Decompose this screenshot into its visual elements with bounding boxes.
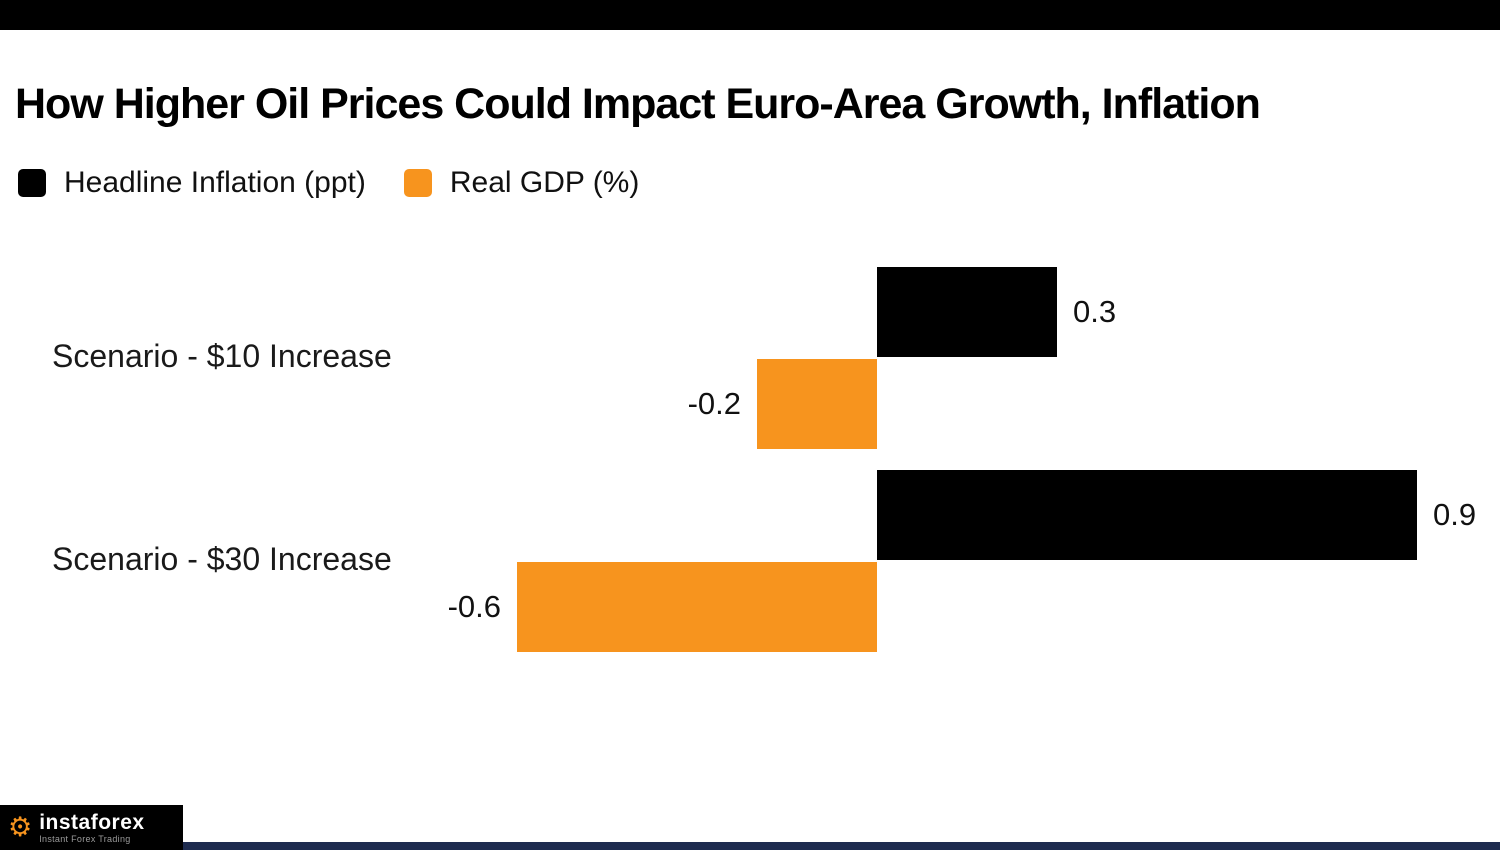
legend-label: Real GDP (%) bbox=[449, 166, 640, 199]
page-title: How Higher Oil Prices Could Impact Euro-… bbox=[15, 80, 1261, 128]
inflation-swatch-icon bbox=[18, 169, 46, 197]
instaforex-logo: ⚙ instaforex Instant Forex Trading bbox=[0, 805, 183, 850]
brand-tagline: Instant Forex Trading bbox=[39, 833, 131, 844]
value-label: 0.3 bbox=[1073, 294, 1117, 329]
top-bar bbox=[0, 0, 1500, 30]
brand-name: instaforex bbox=[39, 810, 145, 834]
logo-text: instaforex Instant Forex Trading bbox=[39, 810, 145, 844]
inflation-bar bbox=[877, 470, 1417, 560]
value-label: -0.2 bbox=[687, 386, 741, 421]
value-label: -0.6 bbox=[447, 589, 501, 624]
gdp-bar bbox=[517, 562, 877, 652]
category-label: Scenario - $10 Increase bbox=[52, 338, 392, 374]
legend-label: Headline Inflation (ppt) bbox=[64, 166, 366, 199]
value-label: 0.9 bbox=[1433, 497, 1477, 532]
legend: Headline Inflation (ppt) Real GDP (%) bbox=[18, 166, 639, 200]
gdp-swatch-icon bbox=[403, 169, 432, 197]
footer-bar bbox=[0, 842, 1500, 850]
gear-icon: ⚙ bbox=[8, 812, 33, 842]
gdp-bar bbox=[757, 359, 877, 449]
legend-item-inflation: Headline Inflation (ppt) bbox=[18, 166, 366, 200]
category-label: Scenario - $30 Increase bbox=[52, 541, 392, 577]
legend-item-gdp: Real GDP (%) bbox=[403, 166, 640, 200]
inflation-bar bbox=[877, 267, 1057, 357]
